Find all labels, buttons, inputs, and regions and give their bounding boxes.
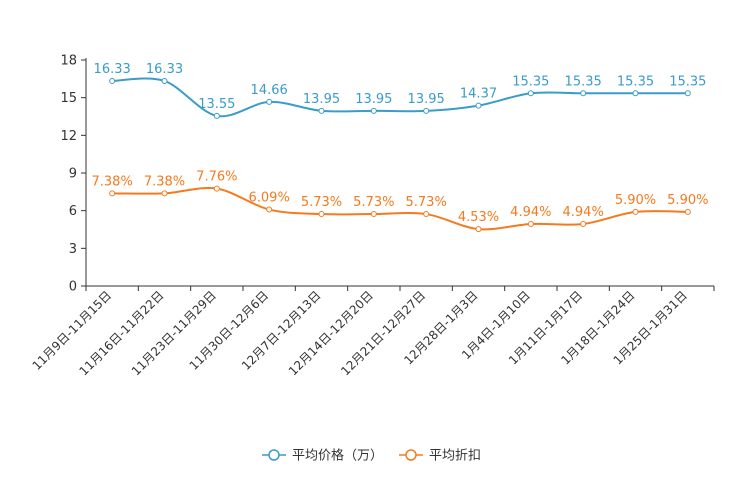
y-tick-label: 3 [69, 242, 77, 257]
data-label: 5.73% [301, 195, 342, 210]
legend-item-2[interactable]: 平均折扣 [399, 449, 481, 464]
data-label: 14.37 [460, 87, 497, 102]
data-point[interactable] [632, 208, 639, 215]
data-label: 4.94% [510, 205, 551, 220]
data-label: 5.90% [615, 193, 656, 208]
data-label: 13.95 [355, 92, 392, 107]
data-label: 15.35 [617, 74, 654, 89]
data-label: 7.76% [196, 170, 237, 185]
data-point[interactable] [161, 77, 168, 84]
data-label: 16.33 [94, 62, 131, 77]
data-label: 13.95 [303, 92, 340, 107]
data-point[interactable] [527, 90, 534, 97]
data-point[interactable] [370, 211, 377, 218]
legend-marker-icon [405, 449, 417, 461]
data-point[interactable] [109, 190, 116, 197]
data-label: 4.94% [563, 205, 604, 220]
legend[interactable]: 平均价格（万） 平均折扣 [262, 448, 481, 464]
data-point[interactable] [475, 226, 482, 233]
data-point[interactable] [318, 211, 325, 218]
legend-label: 平均折扣 [429, 449, 481, 464]
data-label: 7.38% [144, 174, 185, 189]
data-point[interactable] [109, 77, 116, 84]
data-label: 15.35 [512, 74, 549, 89]
data-label: 16.33 [146, 62, 183, 77]
data-label: 7.38% [92, 174, 133, 189]
data-labels: 16.33 16.33 13.55 14.66 13.95 13.95 13.95 14.37… [92, 62, 709, 225]
data-point[interactable] [213, 112, 220, 119]
data-point[interactable] [266, 98, 273, 105]
data-label: 5.90% [667, 193, 708, 208]
series-lines [109, 77, 691, 233]
data-point[interactable] [684, 90, 691, 97]
y-tick-label: 6 [69, 204, 77, 219]
data-point[interactable] [213, 185, 220, 192]
series-line-1 [112, 77, 688, 118]
data-label: 13.95 [408, 92, 445, 107]
data-point[interactable] [423, 107, 430, 114]
data-point[interactable] [527, 220, 534, 227]
data-label: 15.35 [669, 74, 706, 89]
data-label: 13.55 [198, 97, 235, 112]
data-point[interactable] [632, 90, 639, 97]
data-label: 5.73% [353, 195, 394, 210]
data-label: 6.09% [249, 191, 290, 206]
data-label: 15.35 [565, 74, 602, 89]
legend-marker-icon [268, 449, 280, 461]
data-point[interactable] [266, 206, 273, 213]
y-tick-label: 12 [60, 129, 77, 144]
data-point[interactable] [318, 107, 325, 114]
data-point[interactable] [423, 211, 430, 218]
data-point[interactable] [370, 107, 377, 114]
y-tick-label: 18 [60, 54, 77, 69]
data-point[interactable] [580, 220, 587, 227]
data-point[interactable] [580, 90, 587, 97]
data-label: 5.73% [406, 195, 447, 210]
legend-label: 平均价格（万） [292, 448, 383, 464]
y-tick-label: 9 [69, 167, 77, 182]
data-point[interactable] [684, 208, 691, 215]
data-point[interactable] [475, 102, 482, 109]
data-label: 4.53% [458, 210, 499, 225]
data-label: 14.66 [251, 83, 288, 98]
series-line-2 [112, 186, 688, 231]
y-tick-label: 15 [60, 91, 77, 106]
data-point[interactable] [161, 190, 168, 197]
y-tick-label: 0 [69, 280, 77, 295]
legend-item-1[interactable]: 平均价格（万） [262, 448, 383, 464]
